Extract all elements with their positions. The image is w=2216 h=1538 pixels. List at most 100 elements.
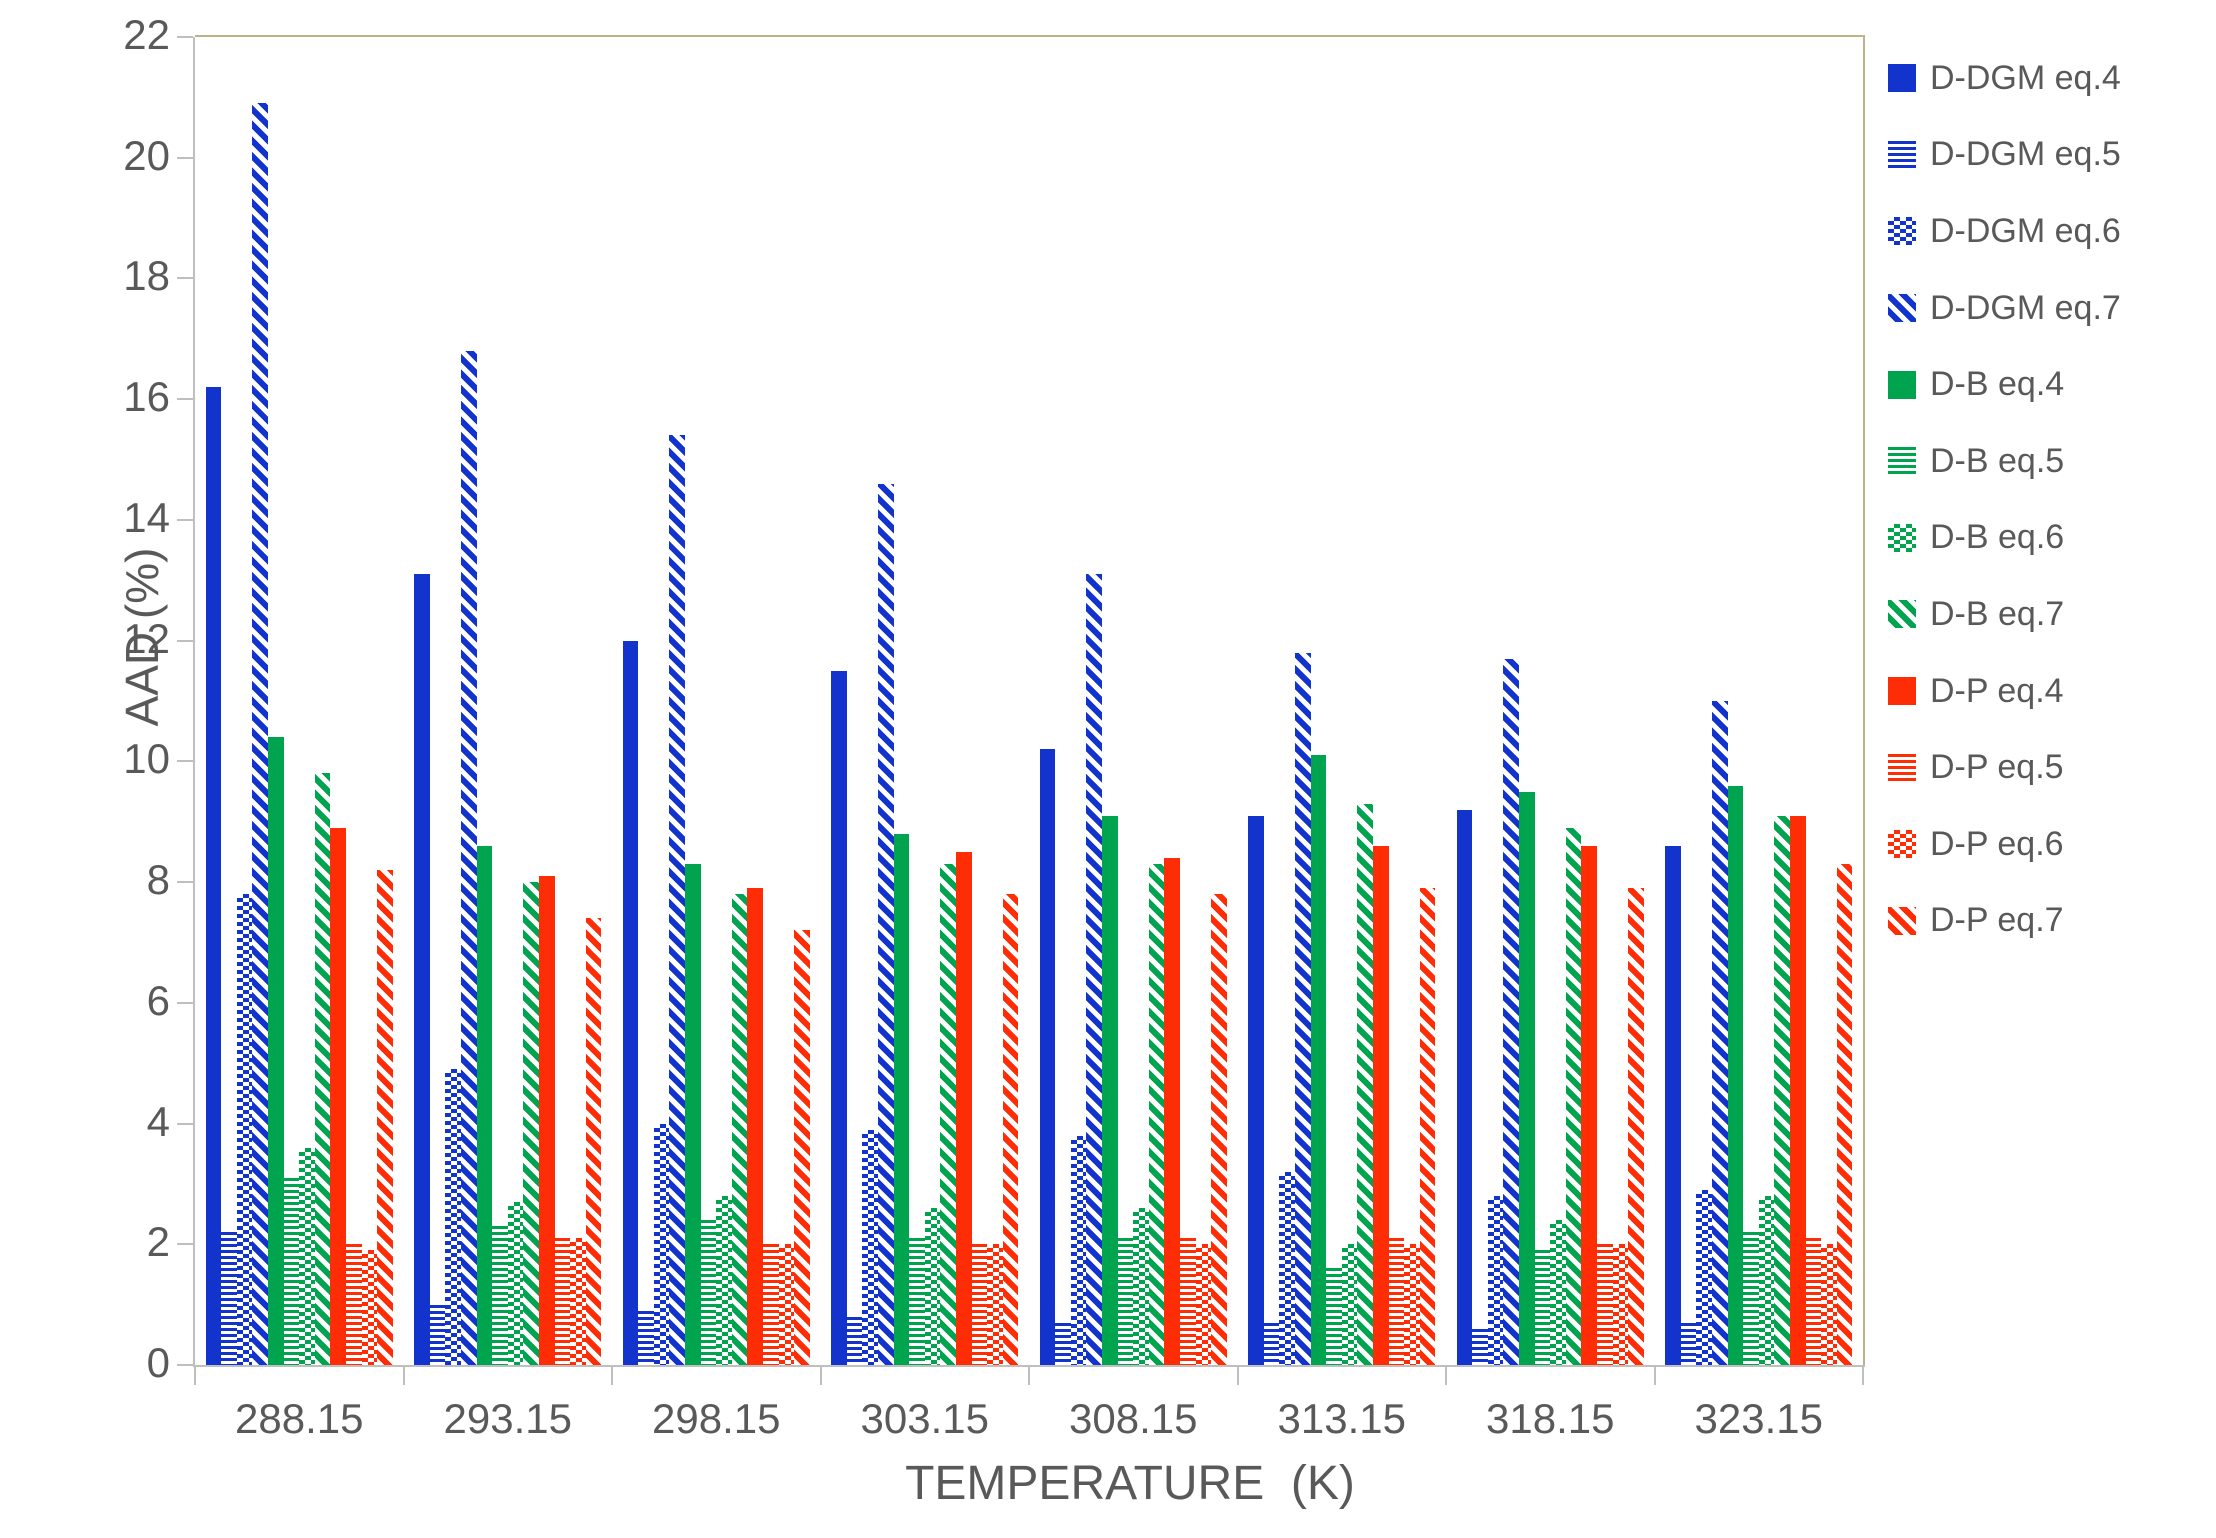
x-tick-label: 313.15 <box>1277 1395 1406 1442</box>
bar <box>1628 888 1644 1365</box>
y-tick-label: 12 <box>123 614 170 662</box>
bar <box>1487 1195 1504 1365</box>
y-tick-label: 8 <box>146 856 170 904</box>
bar <box>585 918 602 1365</box>
x-tick-mark <box>1653 1367 1656 1385</box>
bar <box>476 845 493 1365</box>
bar <box>1133 1208 1149 1365</box>
x-tick-label: 308.15 <box>1069 1395 1198 1442</box>
bar <box>570 1238 586 1365</box>
bar <box>1805 1238 1822 1365</box>
bar <box>554 1238 571 1365</box>
bar <box>846 1316 863 1365</box>
bar <box>1503 658 1520 1365</box>
bar <box>414 574 430 1365</box>
y-tick-mark <box>177 1243 193 1246</box>
bar <box>1372 845 1389 1365</box>
legend-label: D-P eq.4 <box>1930 671 2064 710</box>
plot-area <box>177 35 1865 1385</box>
bar <box>862 1129 878 1365</box>
bar <box>1472 1328 1488 1365</box>
legend-swatch-icon <box>1888 677 1916 706</box>
y-tick-label: 2 <box>146 1218 170 1266</box>
legend-label: D-P eq.6 <box>1930 824 2064 863</box>
legend-item: D-DGM eq.6 <box>1888 193 2216 270</box>
legend-item: D-DGM eq.7 <box>1888 270 2216 347</box>
legend-item: D-DGM eq.5 <box>1888 117 2216 194</box>
bar <box>523 882 539 1365</box>
x-tick-label: 318.15 <box>1486 1395 1615 1442</box>
bar <box>507 1202 524 1365</box>
bar <box>1117 1238 1134 1365</box>
y-tick-mark <box>177 639 193 642</box>
bar <box>1758 1195 1775 1365</box>
bar <box>377 870 393 1365</box>
x-tick-mark <box>611 1367 613 1385</box>
legend-swatch-icon <box>1888 64 1916 93</box>
bar <box>1294 652 1311 1365</box>
x-tick-label: 298.15 <box>652 1395 781 1442</box>
bar <box>955 851 972 1365</box>
bar <box>1055 1322 1071 1365</box>
legend-label: D-B eq.4 <box>1930 365 2065 404</box>
y-tick-mark <box>177 1001 193 1004</box>
bar <box>778 1244 795 1365</box>
legend-swatch-icon <box>1888 217 1916 246</box>
bar <box>1263 1322 1280 1365</box>
bar <box>268 737 284 1365</box>
bar <box>1789 815 1806 1365</box>
bar <box>622 640 639 1365</box>
bar <box>314 773 331 1365</box>
legend-label: D-DGM eq.7 <box>1930 288 2121 327</box>
bar <box>1148 863 1165 1365</box>
bar <box>1612 1244 1629 1365</box>
legend-item: D-B eq.7 <box>1888 576 2216 653</box>
bar <box>252 103 269 1365</box>
bar <box>492 1226 508 1365</box>
legend-item: D-B eq.4 <box>1888 346 2216 423</box>
x-tick-mark <box>1445 1367 1447 1385</box>
bar <box>1665 845 1681 1365</box>
bar <box>653 1123 670 1365</box>
legend-swatch-icon <box>1888 370 1916 399</box>
legend-label: D-DGM eq.4 <box>1930 58 2121 97</box>
x-tick-label: 303.15 <box>860 1395 989 1442</box>
bar <box>685 863 701 1365</box>
legend-swatch-icon <box>1888 830 1916 859</box>
legend-item: D-P eq.6 <box>1888 806 2216 883</box>
bar <box>1211 894 1227 1365</box>
x-tick-label: 293.15 <box>443 1395 572 1442</box>
bar <box>361 1250 378 1365</box>
legend-label: D-B eq.7 <box>1930 594 2065 633</box>
bar <box>330 827 347 1365</box>
bar <box>1164 857 1181 1365</box>
bar <box>1836 863 1853 1365</box>
bar <box>1774 815 1790 1365</box>
bar <box>893 833 910 1365</box>
bar <box>445 1069 461 1365</box>
bar <box>1821 1244 1837 1365</box>
y-tick-label: 14 <box>123 493 170 541</box>
legend-swatch-icon <box>1888 906 1916 935</box>
bar <box>731 894 748 1365</box>
bar <box>909 1238 925 1365</box>
bar <box>1404 1244 1420 1365</box>
bar <box>1002 894 1019 1365</box>
legend-label: D-P eq.7 <box>1930 901 2064 940</box>
bar <box>1102 815 1118 1365</box>
legend-label: D-DGM eq.6 <box>1930 211 2121 250</box>
legend-swatch-icon <box>1888 600 1916 629</box>
bar <box>1711 701 1728 1365</box>
bar <box>346 1244 362 1365</box>
bar <box>1456 809 1473 1365</box>
bar <box>1388 1238 1405 1365</box>
bar <box>794 930 810 1365</box>
y-tick-mark <box>177 36 193 38</box>
bar <box>1070 1135 1087 1365</box>
bar <box>1279 1171 1295 1365</box>
bar <box>429 1304 446 1365</box>
bar <box>460 350 477 1365</box>
bar <box>1519 791 1535 1365</box>
bar <box>831 670 847 1365</box>
y-tick-mark <box>177 1122 193 1125</box>
